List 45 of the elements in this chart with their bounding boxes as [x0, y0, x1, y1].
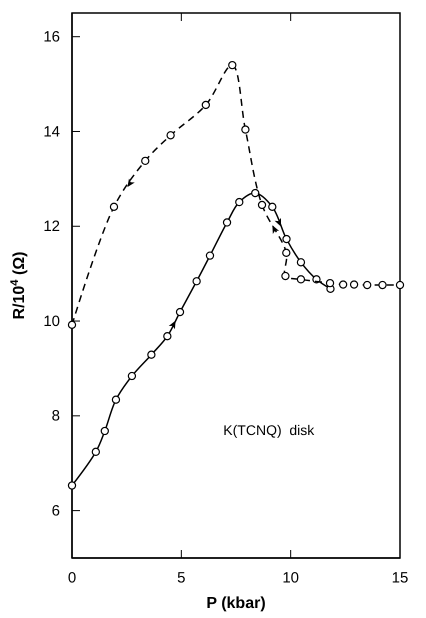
point — [258, 200, 266, 210]
point — [92, 448, 100, 456]
x-tick-label: 10 — [282, 570, 300, 587]
x-tick-label: 0 — [68, 570, 76, 587]
point — [166, 131, 175, 140]
point — [206, 251, 214, 260]
point — [241, 125, 250, 134]
y-tick-label: 14 — [43, 123, 60, 140]
annotation: K(TCNQ) disk — [223, 422, 316, 438]
x-tick-label: 15 — [392, 570, 408, 587]
point — [235, 198, 244, 206]
point — [222, 218, 232, 227]
y-tick-label: 10 — [43, 312, 60, 330]
point — [68, 320, 76, 329]
point — [112, 396, 120, 404]
point — [228, 60, 236, 70]
point — [378, 280, 387, 290]
point — [176, 308, 184, 316]
point — [350, 280, 358, 289]
point — [296, 275, 306, 284]
point — [282, 234, 291, 244]
point — [296, 258, 306, 266]
x-tick-label: 5 — [177, 570, 186, 587]
point — [192, 277, 201, 286]
point — [268, 202, 276, 211]
x-axis-title: P (kbar) — [206, 595, 266, 612]
point — [128, 372, 136, 380]
point — [281, 272, 290, 280]
point — [326, 278, 334, 288]
y-tick-label: 16 — [43, 28, 60, 46]
y-tick-label: 12 — [43, 218, 60, 236]
point — [110, 202, 118, 211]
point — [338, 280, 348, 289]
point — [68, 481, 76, 490]
point — [202, 100, 210, 110]
y-tick-label: 8 — [52, 408, 60, 425]
point — [141, 156, 150, 166]
y-tick-label: 6 — [52, 502, 60, 520]
point — [163, 332, 172, 340]
point — [251, 188, 260, 198]
point — [363, 280, 372, 290]
point — [147, 350, 156, 359]
point — [100, 426, 109, 436]
point — [396, 280, 404, 290]
point — [282, 248, 290, 257]
